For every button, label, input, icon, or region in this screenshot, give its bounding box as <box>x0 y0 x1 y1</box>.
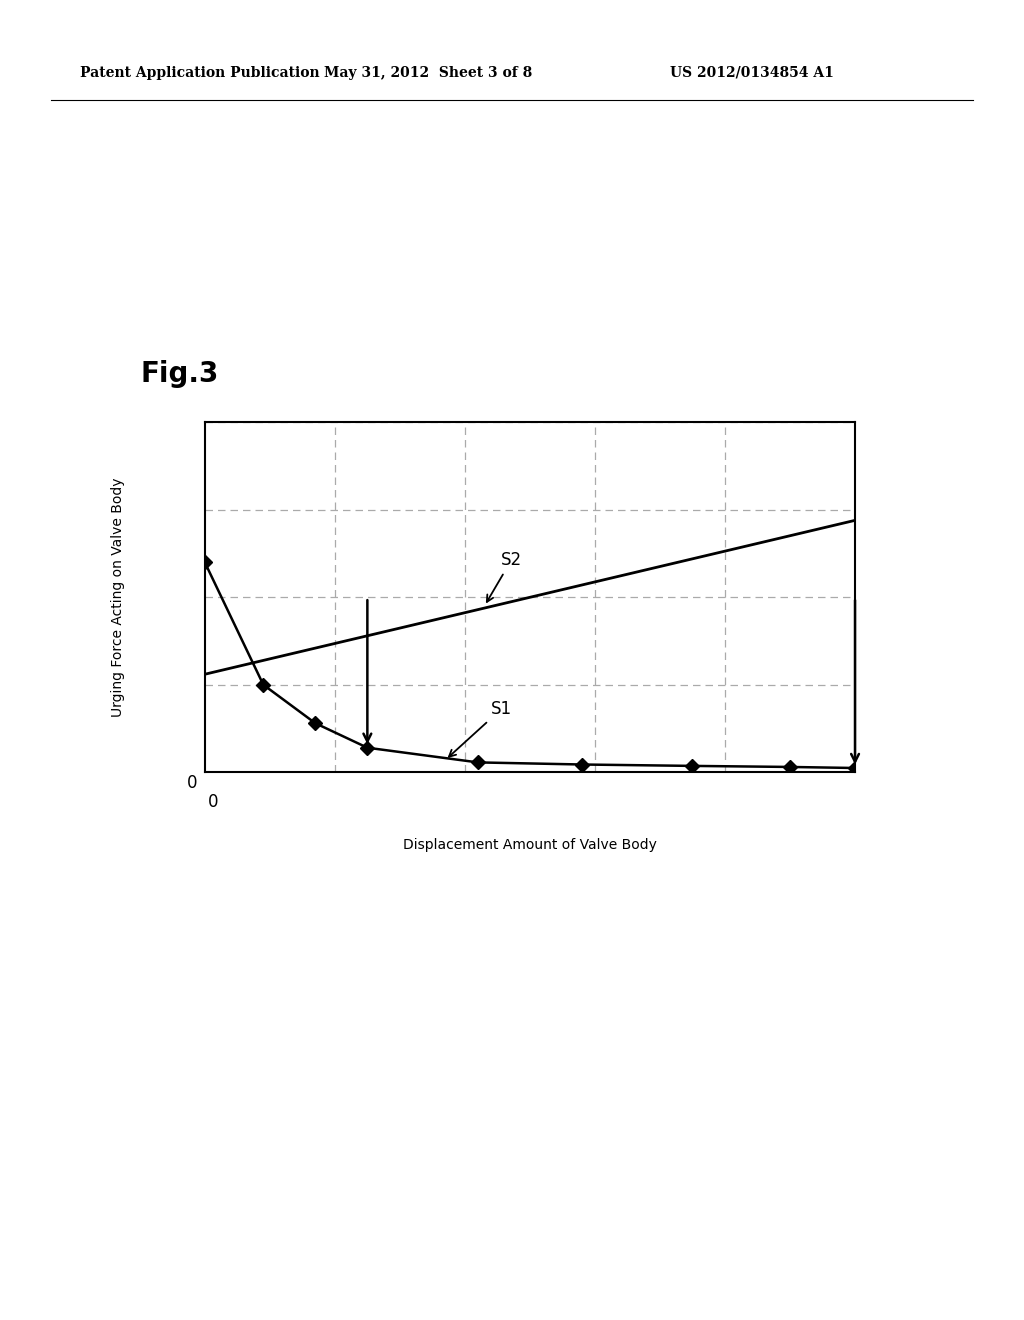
Text: US 2012/0134854 A1: US 2012/0134854 A1 <box>670 66 834 81</box>
Text: Fig.3: Fig.3 <box>140 360 219 388</box>
Text: S2: S2 <box>486 552 522 602</box>
Text: S1: S1 <box>449 700 512 756</box>
Text: Urging Force Acting on Valve Body: Urging Force Acting on Valve Body <box>111 478 125 717</box>
Text: May 31, 2012  Sheet 3 of 8: May 31, 2012 Sheet 3 of 8 <box>324 66 532 81</box>
Text: 0: 0 <box>186 774 197 792</box>
Text: Displacement Amount of Valve Body: Displacement Amount of Valve Body <box>403 838 656 853</box>
Text: 0: 0 <box>208 793 218 812</box>
Text: Patent Application Publication: Patent Application Publication <box>80 66 319 81</box>
